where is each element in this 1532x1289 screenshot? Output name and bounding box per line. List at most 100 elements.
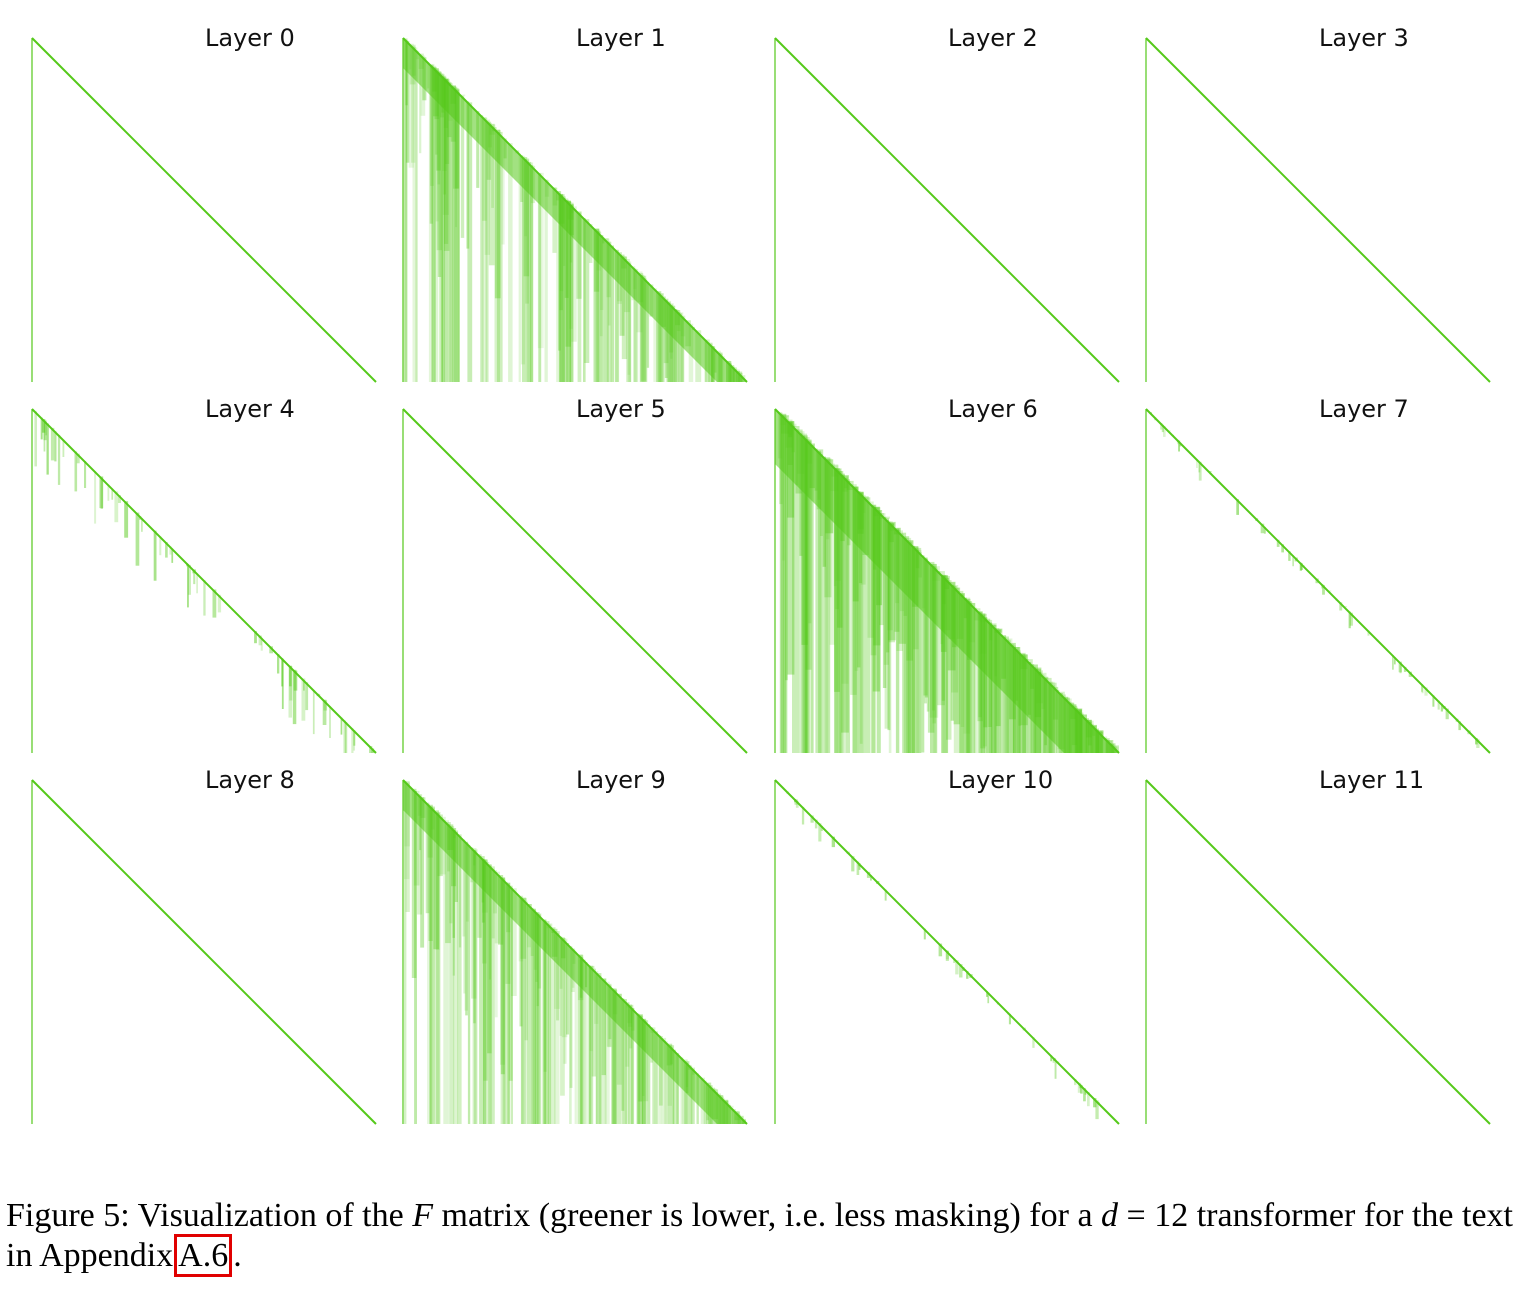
mask-stripe <box>558 193 561 351</box>
layer-panel-8 <box>31 779 377 1125</box>
mask-stripe <box>924 558 927 704</box>
mask-stripe <box>508 143 513 382</box>
mask-stripe <box>811 445 814 753</box>
mask-stripe <box>547 924 552 1124</box>
mask-stripe <box>301 678 306 721</box>
mask-stripe <box>491 126 494 208</box>
mask-stripe <box>1160 423 1163 430</box>
mask-stripe <box>610 245 614 382</box>
mask-stripe <box>658 1035 662 1124</box>
mask-stripe <box>455 90 458 228</box>
mask-stripe <box>964 598 971 753</box>
layer-panel-3 <box>1145 37 1491 383</box>
mask-stripe <box>659 294 664 382</box>
mask-stripe <box>895 529 900 753</box>
mask-stripe <box>664 299 668 378</box>
mask-stripe <box>62 439 65 457</box>
mask-stripe <box>1161 424 1164 433</box>
mask-stripe <box>438 73 444 76</box>
mask-stripe <box>930 564 937 753</box>
mask-stripe <box>496 131 503 382</box>
mask-stripe <box>885 519 890 653</box>
mask-stripe <box>99 476 104 509</box>
diagonal-line <box>774 37 1120 383</box>
mask-stripe <box>345 722 348 753</box>
mask-stripe <box>621 256 628 360</box>
mask-stripe <box>193 570 196 585</box>
mask-stripe <box>269 646 273 654</box>
mask-stripe <box>292 669 297 725</box>
layer-panel-1 <box>402 37 748 383</box>
mask-stripe <box>54 431 57 462</box>
mask-stripe <box>455 90 460 189</box>
mask-stripe <box>834 468 838 753</box>
mask-stripe <box>561 938 568 1038</box>
mask-stripe <box>429 806 432 1124</box>
mask-stripe <box>674 309 678 382</box>
diagonal-line <box>31 408 377 754</box>
mask-stripe <box>1196 459 1198 468</box>
mask-stripe <box>841 475 849 684</box>
mask-stripe <box>443 78 450 251</box>
mask-stripe <box>668 1045 675 1124</box>
mask-stripe <box>1458 721 1461 731</box>
mask-stripe <box>124 501 129 538</box>
mask-stripe <box>473 850 477 1124</box>
mask-stripe <box>536 913 542 1124</box>
mask-stripe <box>293 670 298 691</box>
mask-stripe <box>450 85 454 382</box>
mask-stripe <box>289 666 293 701</box>
caption-text-1: Visualization of the <box>137 1197 404 1234</box>
mask-stripe <box>481 858 485 923</box>
mask-stripe <box>795 800 799 808</box>
appendix-ref-link[interactable]: A.6 <box>174 1234 233 1277</box>
mask-stripe <box>611 988 617 1124</box>
mask-stripe <box>530 165 534 382</box>
mask-stripe <box>433 68 436 383</box>
mask-stripe <box>799 433 808 753</box>
mask-stripe <box>600 235 604 310</box>
mask-stripe <box>436 813 440 1124</box>
mask-stripe <box>436 71 441 171</box>
layer-panel-10 <box>774 779 1120 1125</box>
mask-stripe <box>1032 1037 1035 1048</box>
mask-stripe <box>995 629 1002 753</box>
mask-stripe <box>544 921 550 1124</box>
mask-stripe <box>841 475 849 733</box>
mask-stripe <box>820 825 823 831</box>
mask-stripe <box>535 912 538 982</box>
mask-stripe <box>408 43 414 168</box>
mask-stripe <box>801 435 806 753</box>
mask-stripe <box>991 625 997 753</box>
mask-stripe <box>959 593 965 753</box>
mask-stripe <box>887 521 896 641</box>
mask-stripe <box>1263 526 1266 534</box>
mask-stripe <box>403 780 410 880</box>
mask-stripe <box>1440 703 1443 712</box>
mask-stripe <box>405 40 410 163</box>
mask-stripe <box>852 486 859 753</box>
mask-stripe <box>411 788 417 978</box>
mask-stripe <box>1475 738 1478 745</box>
mask-stripe <box>43 420 46 452</box>
diagonal-line <box>1145 408 1491 754</box>
mask-stripe <box>212 589 217 618</box>
mask-stripe <box>1095 1100 1099 1120</box>
mask-stripe <box>465 842 468 1016</box>
mask-stripe <box>818 452 822 753</box>
layer-panel-6 <box>774 408 1120 754</box>
mask-stripe <box>434 811 441 1124</box>
mask-stripe <box>428 805 433 941</box>
mask-stripe <box>445 80 450 164</box>
mask-stripe <box>254 631 257 644</box>
mask-stripe <box>977 611 983 753</box>
mask-stripe <box>601 978 607 1124</box>
mask-stripe <box>608 243 611 326</box>
mask-stripe <box>625 1002 630 1124</box>
mask-stripe <box>945 950 949 960</box>
mask-stripe <box>658 293 664 382</box>
mask-stripe <box>523 158 530 277</box>
diagonal-line <box>774 408 1120 754</box>
mask-stripe <box>589 966 593 1052</box>
mask-stripe <box>560 195 564 382</box>
